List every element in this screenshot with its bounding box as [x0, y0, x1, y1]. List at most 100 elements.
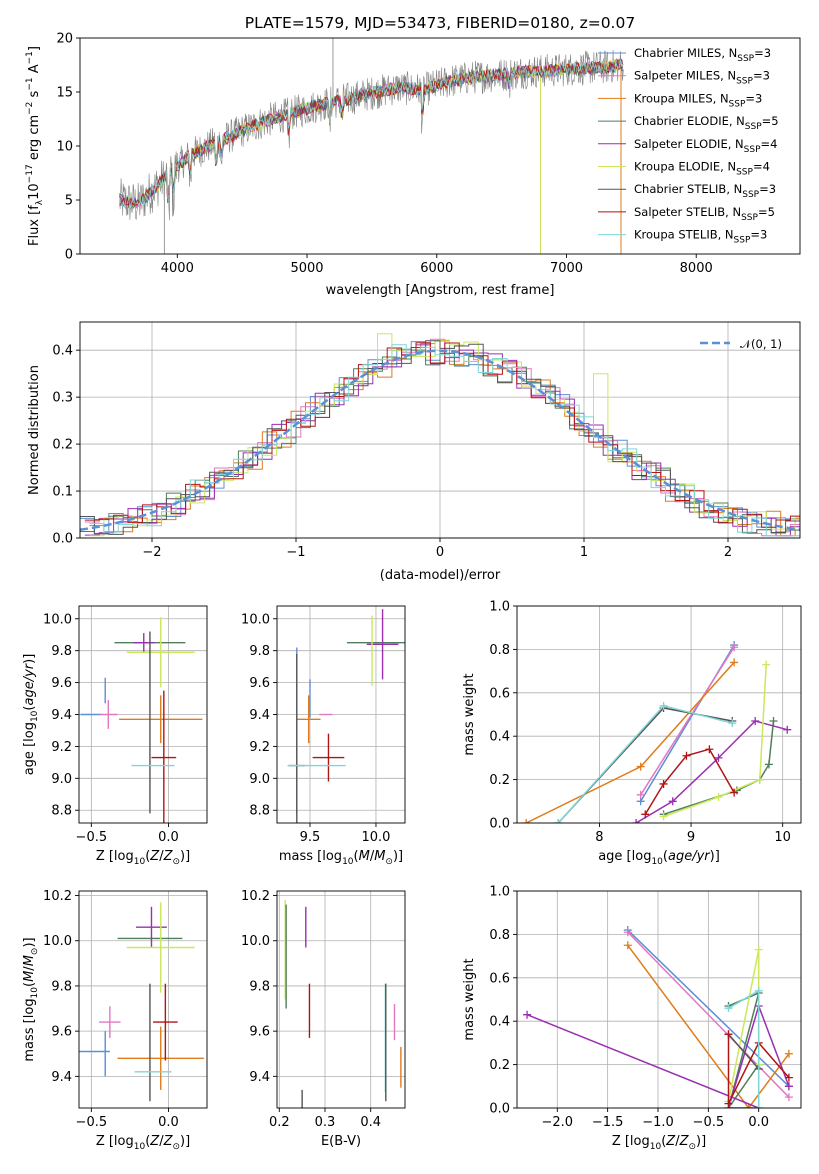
- y-tick-label: 9.0: [249, 772, 270, 787]
- y-tick-label: 1.0: [489, 885, 510, 900]
- weight-vs-z-panel: −2.0 −1.5 −1.0 −0.5 0.0 0.0 0.2 0.4 0.6 0.8 1.0: [489, 885, 802, 1130]
- y-tick-label: 9.4: [51, 708, 72, 723]
- plus-marker: [636, 790, 645, 799]
- y-tick-label: 10.2: [43, 889, 72, 904]
- x-tick-label: −1.0: [642, 1115, 674, 1130]
- y-tick-label: 9.6: [51, 676, 72, 691]
- weight-line: [557, 704, 733, 823]
- x-tick-label: 8: [595, 830, 603, 845]
- plus-marker: [784, 1093, 793, 1102]
- plus-marker: [724, 1030, 733, 1039]
- plus-marker: [623, 928, 632, 937]
- x-tick-label: 0: [436, 545, 444, 560]
- plus-marker: [784, 1049, 793, 1058]
- spectrum-panel: 4000 5000 6000 7000 8000 0 5 10 15 20 Chabrier MIL…: [56, 32, 801, 276]
- x-axis-label: wavelength [Angstrom, rest frame]: [326, 283, 555, 298]
- weight-line: [727, 1034, 790, 1105]
- legend-label: Salpeter MILES, NSSP=3: [634, 69, 770, 87]
- model-line: [119, 60, 624, 206]
- y-tick-label: 0.0: [489, 1102, 510, 1117]
- y-tick-label: 15: [56, 86, 73, 101]
- axes-frame: [78, 890, 208, 1109]
- plus-marker: [554, 819, 563, 823]
- x-axis-label: Z [log10(Z/Z⊙)]: [612, 1134, 706, 1152]
- plus-marker: [714, 792, 723, 801]
- x-tick-label: 5000: [290, 261, 323, 276]
- plus-marker: [668, 797, 677, 806]
- y-tick-label: 0: [65, 248, 73, 263]
- weight-line: [526, 1003, 790, 1108]
- plot-area: [80, 333, 800, 537]
- x-tick-label: −0.5: [76, 1115, 108, 1130]
- y-axis-label: mass [log10(M/M⊙)]: [22, 937, 40, 1061]
- y-tick-label: 9.2: [249, 740, 270, 755]
- axes-frame: [516, 605, 802, 824]
- model-line: [119, 59, 624, 209]
- plus-marker: [762, 660, 771, 669]
- weight-line: [727, 1033, 760, 1070]
- plus-marker: [754, 986, 763, 995]
- y-tick-label: 9.6: [249, 1025, 270, 1040]
- legend-label: Salpeter STELIB, NSSP=5: [634, 205, 775, 223]
- y-tick-label: 0.8: [489, 643, 510, 658]
- plus-marker: [724, 1099, 733, 1108]
- plus-marker: [730, 643, 739, 652]
- plus-marker: [636, 762, 645, 771]
- y-tick-label: 9.8: [249, 644, 270, 659]
- x-tick-label: 8000: [680, 261, 713, 276]
- plus-marker: [755, 775, 764, 784]
- model-line: [119, 59, 624, 208]
- y-tick-label: 10.0: [241, 934, 270, 949]
- x-axis-label: age [log10(age/yr)]: [598, 849, 720, 867]
- age-vs-mass-panel: 9.5 10.0 8.8 9.0 9.2 9.4 9.6 9.8 10.0: [241, 605, 406, 845]
- model-line: [119, 59, 623, 209]
- weight-line: [663, 664, 767, 818]
- chart-title: PLATE=1579, MJD=53473, FIBERID=0180, z=0…: [245, 14, 635, 32]
- x-axis-label: (data-model)/error: [380, 568, 501, 583]
- legend-label: Chabrier ELODIE, NSSP=5: [634, 114, 779, 132]
- y-tick-label: 5: [65, 194, 73, 209]
- y-tick-label: 10: [56, 140, 73, 155]
- plus-marker: [623, 941, 632, 950]
- y-tick-label: 0.4: [489, 1015, 510, 1030]
- y-tick-label: 0.1: [52, 485, 73, 500]
- plot-area: [119, 38, 624, 254]
- weight-line: [644, 748, 735, 815]
- y-tick-label: 10.0: [43, 934, 72, 949]
- legend-label: Salpeter ELODIE, NSSP=4: [634, 137, 777, 155]
- legend-label: Kroupa STELIB, NSSP=3: [634, 228, 767, 246]
- x-tick-label: 0.0: [748, 1115, 769, 1130]
- x-tick-label: 9.5: [300, 830, 321, 845]
- x-tick-label: 0.2: [269, 1115, 290, 1130]
- y-tick-label: 10.2: [241, 889, 270, 904]
- plus-marker: [724, 1004, 733, 1013]
- plus-marker: [705, 745, 714, 754]
- x-axis-label: Z [log10(Z/Z⊙)]: [96, 849, 190, 867]
- axes-frame: [516, 890, 802, 1109]
- legend: Chabrier MILES, NSSP=3 Salpeter MILES, NS…: [598, 46, 779, 246]
- y-tick-label: 0.0: [52, 532, 73, 547]
- model-line: [119, 58, 624, 209]
- plot-area: [522, 641, 792, 823]
- y-tick-label: 0.6: [489, 686, 510, 701]
- x-tick-label: −1: [286, 545, 305, 560]
- plus-marker: [751, 717, 760, 726]
- plus-marker: [659, 779, 668, 788]
- plot-area: [287, 609, 405, 823]
- mass-vs-z-panel: −0.5 0.0 9.4 9.6 9.8 10.0 10.2: [43, 889, 208, 1130]
- x-tick-label: −2.0: [541, 1115, 573, 1130]
- y-tick-label: 10.0: [241, 612, 270, 627]
- plot-area: [79, 902, 204, 1102]
- plus-marker: [632, 819, 641, 823]
- plus-marker: [728, 719, 737, 728]
- legend-label: Kroupa MILES, NSSP=3: [634, 91, 762, 109]
- legend-label: Chabrier MILES, NSSP=3: [634, 46, 771, 64]
- x-tick-label: 0.3: [315, 1115, 336, 1130]
- plus-marker: [682, 751, 691, 760]
- legend-label: 𝒩(0, 1): [740, 337, 782, 351]
- y-axis-label: mass weight: [462, 958, 477, 1040]
- y-tick-label: 0.4: [489, 730, 510, 745]
- y-axis-label: Normed distribution: [27, 365, 42, 495]
- plus-marker: [641, 810, 650, 819]
